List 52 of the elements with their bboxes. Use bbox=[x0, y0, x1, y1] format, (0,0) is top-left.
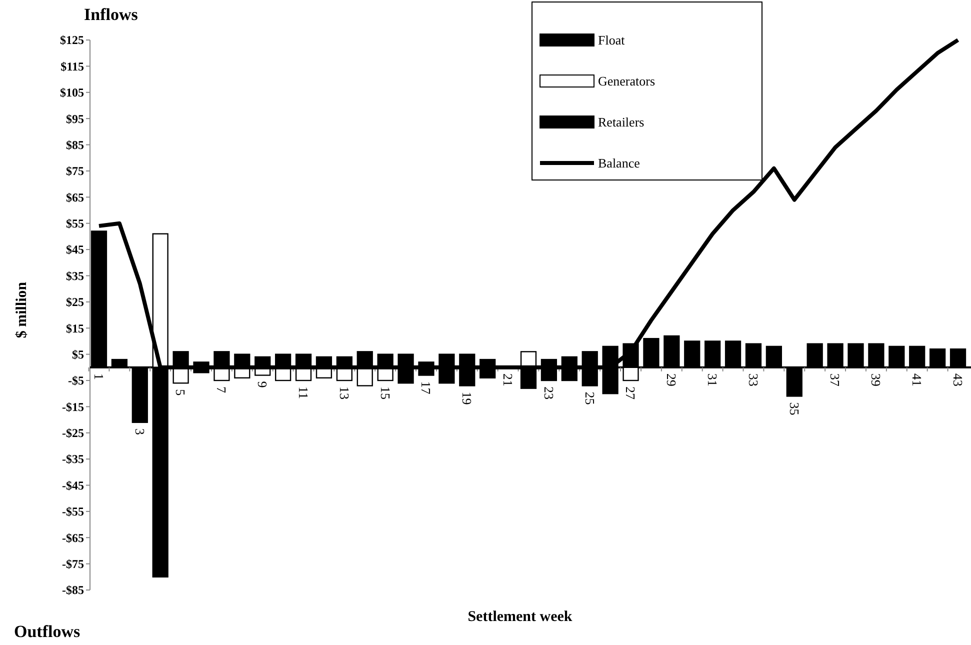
y-tick-label: $75 bbox=[66, 164, 84, 178]
y-tick-label: -$45 bbox=[62, 478, 84, 492]
text: Inflows bbox=[84, 5, 138, 24]
y-tick-label: -$55 bbox=[62, 504, 84, 519]
x-tick-label: 35 bbox=[786, 402, 802, 416]
legend-label: Retailers bbox=[598, 114, 644, 130]
x-tick-label: 25 bbox=[582, 392, 598, 405]
x-tick-label: 29 bbox=[664, 373, 680, 386]
y-tick-label: $15 bbox=[66, 321, 84, 336]
y-tick-label: $5 bbox=[72, 347, 84, 362]
legend-label: Generators bbox=[598, 74, 656, 89]
x-tick-label: 41 bbox=[910, 373, 925, 386]
x-tick-label: 11 bbox=[296, 386, 311, 400]
y-tick-label: -$65 bbox=[62, 530, 84, 545]
x-tick-label: 19 bbox=[460, 392, 475, 405]
x-tick-label: 3 bbox=[132, 428, 148, 435]
text: Outflows bbox=[14, 622, 80, 641]
y-tick-label: -$15 bbox=[62, 400, 84, 414]
y-tick-label: $45 bbox=[66, 242, 84, 257]
y-tick-label: $35 bbox=[66, 268, 84, 283]
x-tick-label: 33 bbox=[746, 373, 761, 386]
y-tick-label: $105 bbox=[60, 86, 84, 100]
y-tick-label: $125 bbox=[60, 33, 84, 48]
x-tick-label: 37 bbox=[828, 373, 843, 387]
x-tick-label: 17 bbox=[418, 381, 434, 395]
x-tick-label: 9 bbox=[255, 381, 270, 388]
y-tick-label: $25 bbox=[66, 295, 84, 310]
y-tick-label: $95 bbox=[66, 112, 84, 126]
x-tick-label: 5 bbox=[173, 389, 188, 396]
x-axis-title: Settlement week bbox=[468, 609, 573, 625]
y-tick-label: $65 bbox=[66, 190, 84, 204]
y-tick-label: -$25 bbox=[62, 426, 84, 440]
y-tick-label: $55 bbox=[66, 216, 84, 231]
y-tick-label: -$5 bbox=[68, 374, 84, 388]
x-tick-label: 21 bbox=[500, 373, 516, 386]
x-tick-label: 23 bbox=[541, 386, 556, 400]
legend-label: Balance bbox=[598, 156, 640, 171]
x-tick-label: 7 bbox=[214, 386, 230, 394]
x-tick-label: 13 bbox=[336, 386, 352, 400]
legend-label: Float bbox=[598, 32, 626, 48]
y-axis-title: $ million bbox=[14, 281, 30, 338]
x-tick-label: 43 bbox=[950, 373, 966, 386]
y-tick-label: -$35 bbox=[62, 452, 84, 466]
y-tick-label: -$85 bbox=[62, 583, 84, 598]
y-tick-label: $115 bbox=[60, 59, 84, 74]
x-tick-label: 15 bbox=[378, 386, 393, 400]
y-tick-label: -$75 bbox=[62, 557, 84, 572]
x-tick-label: 1 bbox=[91, 373, 106, 380]
x-tick-label: 27 bbox=[623, 386, 638, 400]
x-tick-label: 31 bbox=[705, 373, 720, 386]
y-tick-label: $85 bbox=[66, 138, 84, 152]
x-tick-label: 39 bbox=[868, 373, 884, 386]
